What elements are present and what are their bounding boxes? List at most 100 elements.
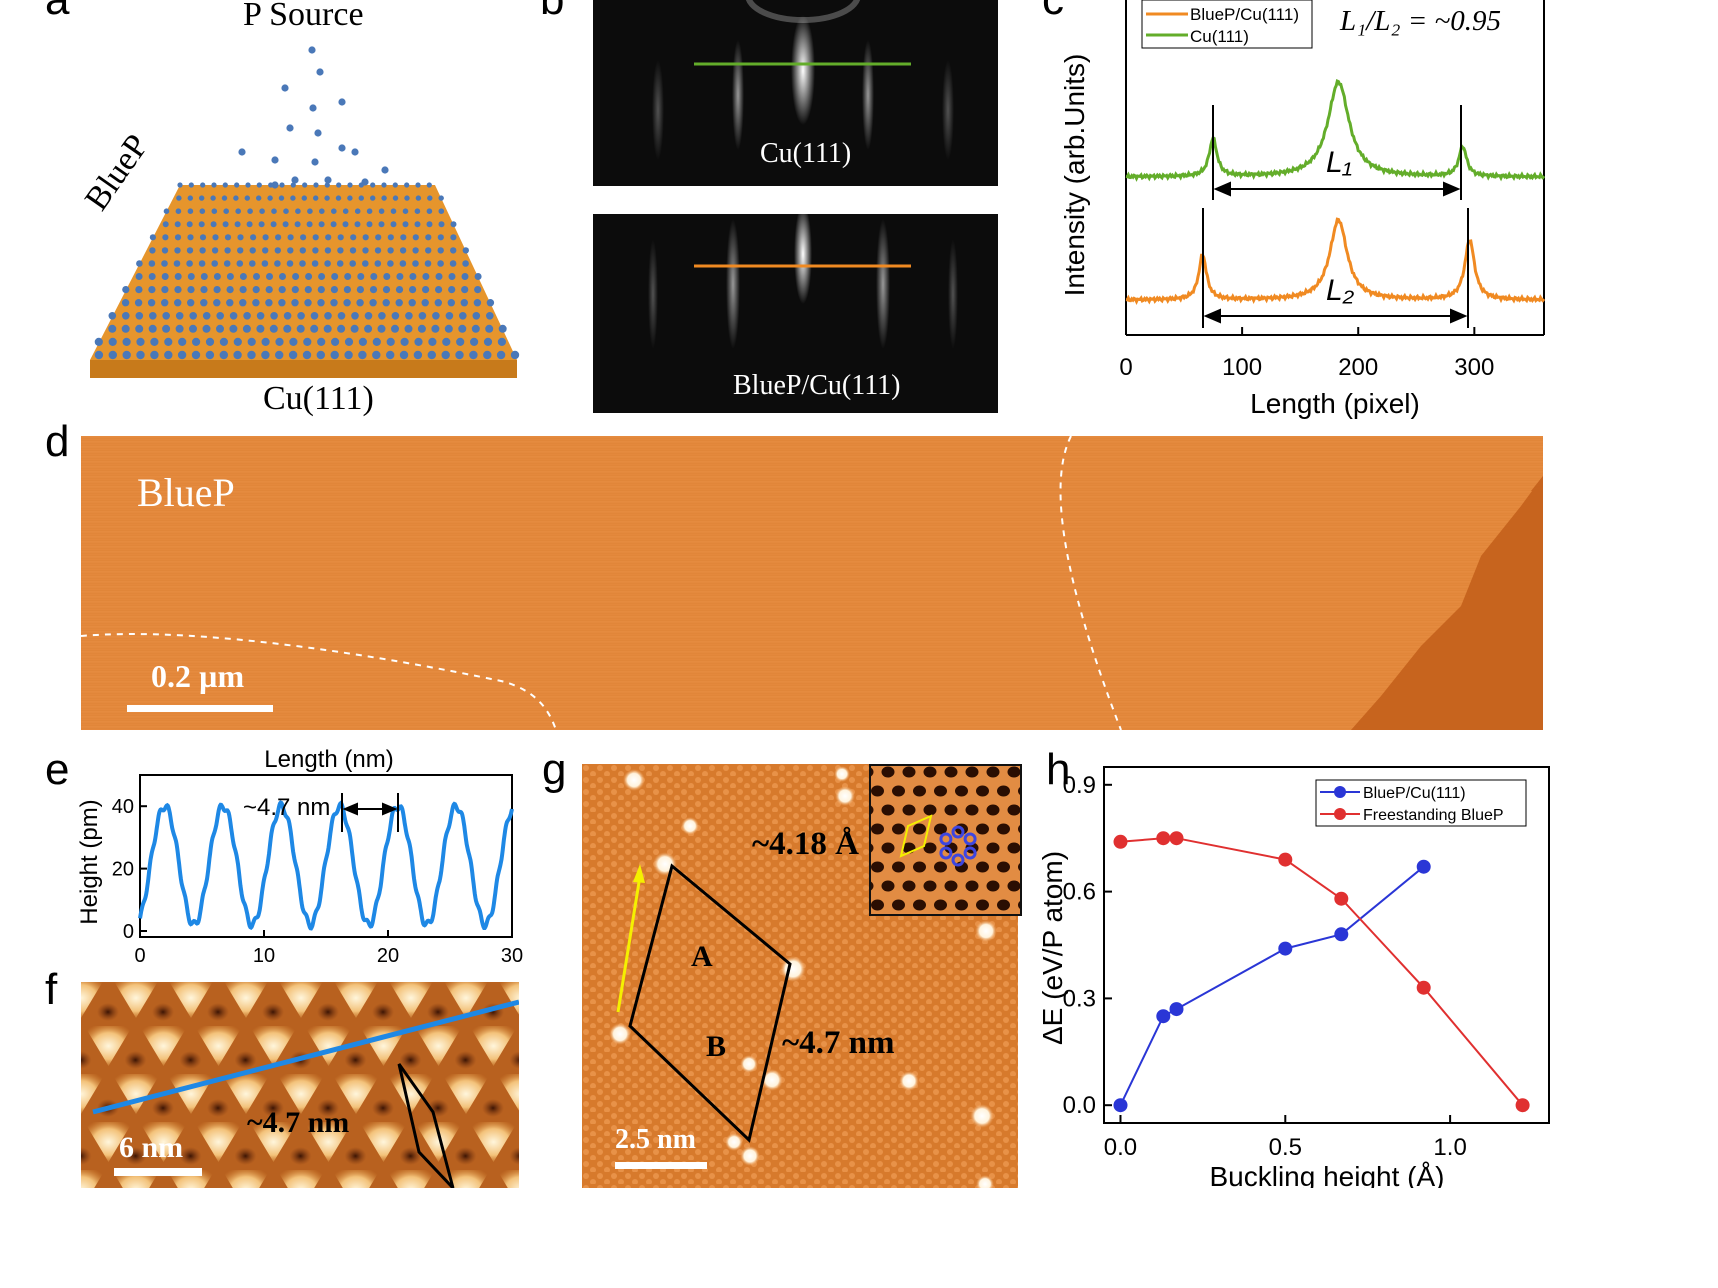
p-atom: [289, 337, 298, 346]
p-atom: [472, 312, 481, 320]
p-atom: [313, 182, 319, 188]
l2-label: L₂: [1326, 274, 1355, 307]
moire-bright-triangle: [114, 982, 158, 1018]
c-tick-label: 200: [1338, 354, 1378, 381]
falling-atom: [281, 84, 289, 92]
adatom-blob: [609, 1023, 631, 1045]
period-marker: [341, 793, 399, 832]
moire-bright-triangle: [222, 1170, 270, 1188]
p-atom: [292, 273, 300, 280]
stm-large-bluep-label: BlueP: [137, 470, 235, 515]
p-atom: [267, 195, 273, 201]
adatom-blob: [681, 817, 699, 835]
p-atom: [437, 260, 444, 267]
p-atom: [283, 312, 292, 320]
moire-bright-triangle: [444, 982, 488, 1018]
moire-dark-pit: [81, 1051, 92, 1069]
inset-pit: [913, 861, 926, 873]
p-atom: [303, 337, 312, 346]
p-atom: [426, 221, 433, 228]
p-atom: [164, 350, 173, 360]
p-atom: [150, 337, 159, 346]
moire-triangles: [81, 982, 519, 1188]
p-atom: [387, 234, 394, 241]
p-atom: [191, 350, 201, 360]
inset-pit: [881, 880, 895, 892]
p-atom: [135, 273, 143, 280]
moire-bright-triangle: [497, 1170, 519, 1188]
h-legend-red: Freestanding BlueP: [1363, 807, 1504, 824]
stm-large-scalebar-label: 0.2 µm: [151, 658, 245, 694]
p-atom: [331, 208, 337, 214]
inset-pit: [902, 804, 916, 816]
inset-pit: [955, 785, 968, 797]
p-atom: [445, 312, 454, 320]
p-atom: [202, 324, 211, 333]
falling-atom: [324, 176, 332, 184]
inset-pit: [871, 843, 874, 853]
rheed-cu111-caption: Cu(111): [760, 138, 852, 169]
falling-atom: [361, 178, 369, 186]
p-atom: [148, 324, 157, 333]
adatom-blob: [834, 766, 850, 782]
inset-pit: [892, 823, 905, 835]
p-atom: [161, 247, 169, 254]
e-xtick-label: 10: [253, 945, 275, 967]
p-atom: [356, 286, 364, 294]
p-atom: [202, 312, 211, 320]
inset-pit: [1007, 842, 1020, 854]
p-atom: [337, 312, 346, 320]
inset-pit: [934, 899, 947, 911]
adatom-blob: [835, 786, 855, 806]
p-atom: [290, 182, 296, 188]
inset-pit: [923, 880, 937, 892]
p-atom: [122, 337, 131, 346]
p-atom: [199, 195, 205, 201]
p-atom: [294, 221, 301, 228]
p-atom: [497, 337, 506, 346]
p-atom: [418, 312, 427, 320]
p-atom: [234, 221, 241, 228]
inset-pit: [881, 804, 895, 816]
inset-pit: [923, 766, 937, 778]
moire-dark-pit: [81, 1147, 92, 1165]
p-atom: [486, 299, 495, 307]
h-data-point: [1515, 1098, 1530, 1113]
atomic-scalebar: [615, 1162, 707, 1169]
p-atom: [409, 286, 417, 294]
h-ytick-label: 0.0: [1063, 1092, 1096, 1119]
p-atom: [336, 182, 342, 188]
p-atom: [219, 337, 228, 346]
domain-boundary-left: [81, 633, 557, 730]
p-atom: [149, 234, 156, 241]
p-atom: [362, 247, 369, 254]
p-atom: [221, 195, 228, 201]
inset-pit: [934, 861, 947, 873]
p-atom: [307, 208, 313, 214]
p-atom: [305, 273, 313, 280]
p-atom: [414, 208, 421, 214]
p-atom: [162, 221, 169, 228]
inset-pit: [955, 899, 968, 911]
moire-dark-pit: [399, 1051, 422, 1069]
moire-unit-cell: [397, 1063, 455, 1188]
inset-pit: [1007, 766, 1020, 778]
p-atom: [259, 208, 265, 214]
adatom-blob: [970, 1104, 994, 1128]
p-atom: [337, 234, 344, 241]
p-atom: [485, 324, 494, 333]
p-atom: [274, 260, 281, 267]
c-tick-label: 300: [1454, 354, 1494, 381]
moire-dark-pit: [454, 1147, 477, 1165]
falling-atom: [271, 156, 279, 164]
rheed-bluep-caption: BlueP/Cu(111): [733, 370, 901, 401]
falling-atom: [338, 98, 346, 106]
p-atom: [275, 234, 282, 241]
h-legend-blue: BlueP/Cu(111): [1363, 785, 1466, 802]
p-atom: [245, 182, 251, 188]
adatom-blob: [653, 852, 677, 876]
h-y-axis-label: ΔE (eV/P atom): [1040, 851, 1068, 1045]
moire-bright-triangle: [442, 1170, 490, 1188]
p-atom: [274, 247, 281, 254]
h-xtick-label: 0.0: [1104, 1134, 1137, 1161]
